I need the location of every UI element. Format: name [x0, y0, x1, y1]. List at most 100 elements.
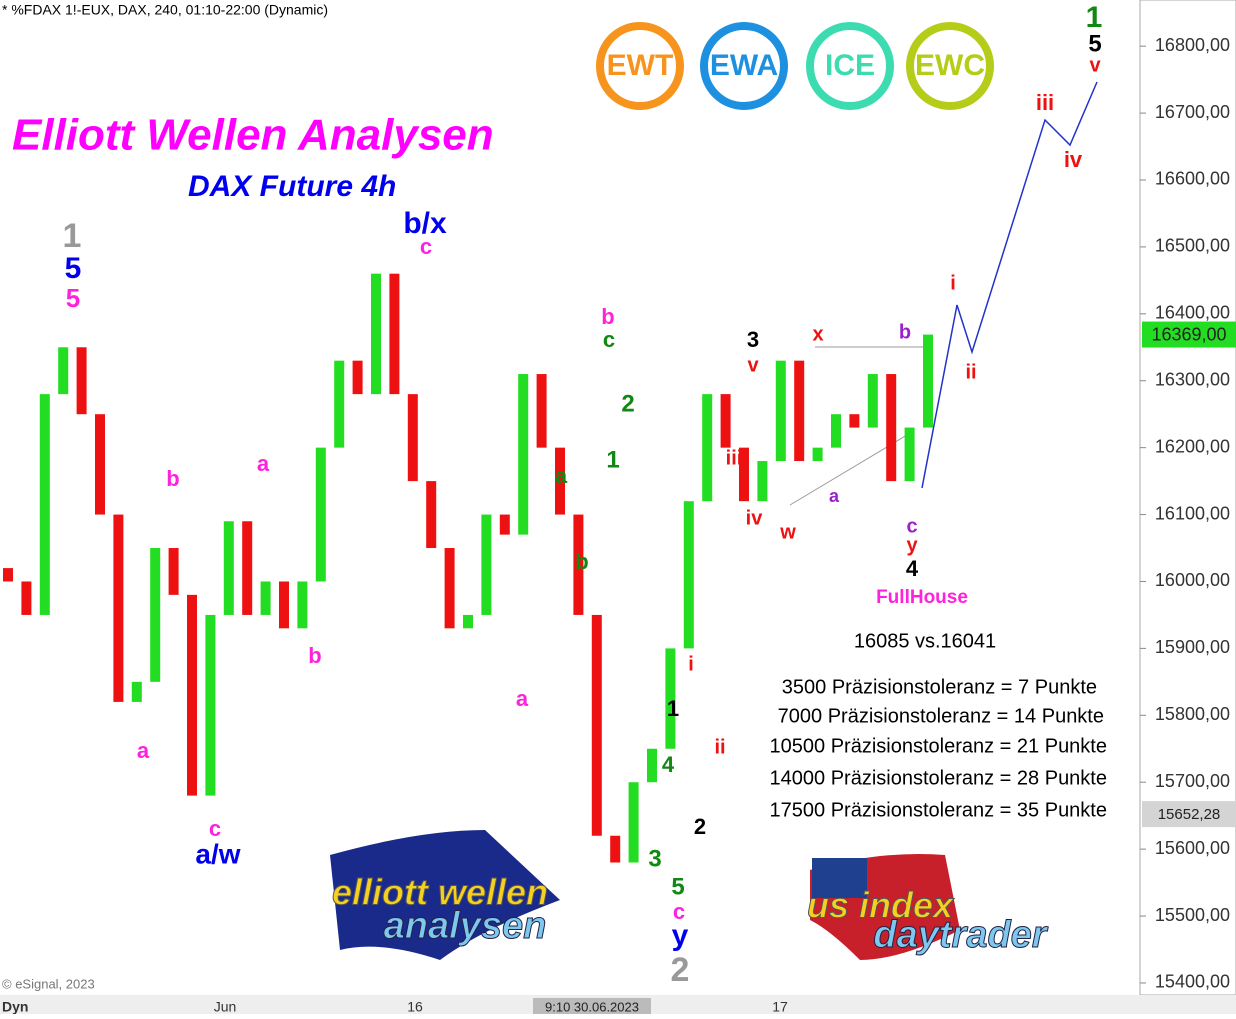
wave-label: 5 [65, 252, 82, 285]
candle-body [58, 347, 69, 395]
tolerance: 10500 Präzisionstoleranz = 21 Punkte [770, 735, 1107, 757]
tolerance: 3500 Präzisionstoleranz = 7 Punkte [782, 676, 1097, 698]
candle-body [683, 501, 694, 649]
wave-label: a [829, 486, 840, 506]
badge: ICE [825, 49, 875, 82]
wave-label: a/w [195, 838, 240, 869]
y-tick-label: 16100,00 [1155, 503, 1230, 523]
candle-body [775, 360, 786, 462]
candle-body [518, 374, 529, 535]
candle-body [150, 548, 161, 682]
candle-body [812, 447, 823, 462]
y-tick-label: 15600,00 [1155, 838, 1230, 858]
y-tick-label: 16000,00 [1155, 570, 1230, 590]
y-tick-label: 16600,00 [1155, 169, 1230, 189]
wave-label: c [906, 515, 917, 537]
wave-label: iii [726, 447, 743, 469]
badge-ring [806, 22, 894, 110]
y-tick-label: 16400,00 [1155, 303, 1230, 323]
y-axis-panel [1139, 0, 1236, 996]
wave-label: ii [714, 736, 725, 758]
wave-label: b [601, 304, 614, 329]
price-box [1142, 321, 1236, 348]
wave-label: 1 [1086, 1, 1103, 34]
wave-label: iv [746, 507, 764, 529]
candle-body [389, 273, 400, 395]
wave-label: c [420, 234, 432, 259]
y-tick-label: 15400,00 [1155, 972, 1230, 992]
cursor-box [533, 998, 651, 1014]
x-label: Jun [214, 999, 237, 1014]
wave-label: c [603, 327, 615, 352]
wave-label: v [1089, 54, 1101, 76]
wave-label: iv [1064, 147, 1083, 172]
price-box [1142, 801, 1236, 828]
wave-label: b [166, 466, 179, 491]
wave-label: ii [965, 361, 976, 383]
wave-label: 1 [606, 446, 619, 473]
wave-label: i [950, 272, 956, 294]
logo-text: elliott wellen [332, 872, 548, 913]
wave-label: v [747, 354, 759, 376]
badge-ring [596, 22, 684, 110]
y-tick-label: 15900,00 [1155, 637, 1230, 657]
logo-text: us index [807, 885, 955, 926]
candle-body [426, 481, 437, 549]
x-label: 17 [772, 999, 788, 1014]
candle-body [702, 394, 713, 502]
candle-body [555, 447, 565, 515]
wave-label: y [672, 919, 689, 952]
tolerance: 17500 Präzisionstoleranz = 35 Punkte [770, 799, 1107, 821]
flag-canton [812, 858, 867, 898]
flag [330, 830, 560, 960]
tolerance: 14000 Präzisionstoleranz = 28 Punkte [770, 767, 1107, 789]
fullhouse: FullHouse [876, 587, 968, 608]
wave-label: 1 [667, 696, 679, 721]
candle-body [591, 614, 602, 836]
badges: EWT EWA ICE EWC [596, 22, 994, 110]
candle-body [647, 748, 657, 783]
candle-body [260, 581, 271, 615]
wave-label: b [575, 549, 588, 574]
y-tick-label: 16200,00 [1155, 436, 1230, 456]
candle-body [886, 374, 897, 482]
wave-label: 5 [671, 873, 684, 900]
candle-body [352, 360, 363, 395]
logo-text: daytrader [873, 914, 1048, 956]
wave-label: 5 [66, 283, 80, 313]
candle-body [168, 548, 179, 595]
wave-label: c [209, 816, 221, 841]
wave-label: a [137, 738, 150, 763]
logo-text: analysen [384, 905, 547, 947]
wave-label: b [308, 643, 321, 668]
candle-body [76, 347, 87, 415]
wave-label: 1 [63, 217, 82, 255]
candle-body [499, 514, 510, 535]
logo-left: elliott wellen analysen [330, 830, 560, 960]
candle-body [95, 414, 105, 515]
wave-label: 4 [662, 752, 675, 777]
candle-body [223, 521, 234, 615]
candle-body [279, 581, 289, 629]
candle-body [923, 334, 933, 428]
candle-body [794, 360, 805, 462]
wave-label: x [812, 323, 823, 345]
wave-label: 2 [694, 814, 706, 839]
candle-body [904, 427, 915, 482]
wave-label: a [516, 686, 529, 711]
wave-label: b/x [403, 207, 447, 240]
y-tick-label: 15500,00 [1155, 905, 1230, 925]
wave-label: 3 [648, 845, 661, 872]
x-label: 16 [407, 999, 423, 1014]
wave-label: b [899, 321, 911, 343]
badge-ring [906, 22, 994, 110]
candle-body [371, 273, 381, 395]
candle-body [444, 548, 455, 629]
candle-body [536, 374, 547, 448]
projection-line [921, 81, 1098, 489]
price-label: 16369,00 [1151, 324, 1226, 344]
candle-body [113, 514, 124, 702]
y-tick-label: 15700,00 [1155, 771, 1230, 791]
